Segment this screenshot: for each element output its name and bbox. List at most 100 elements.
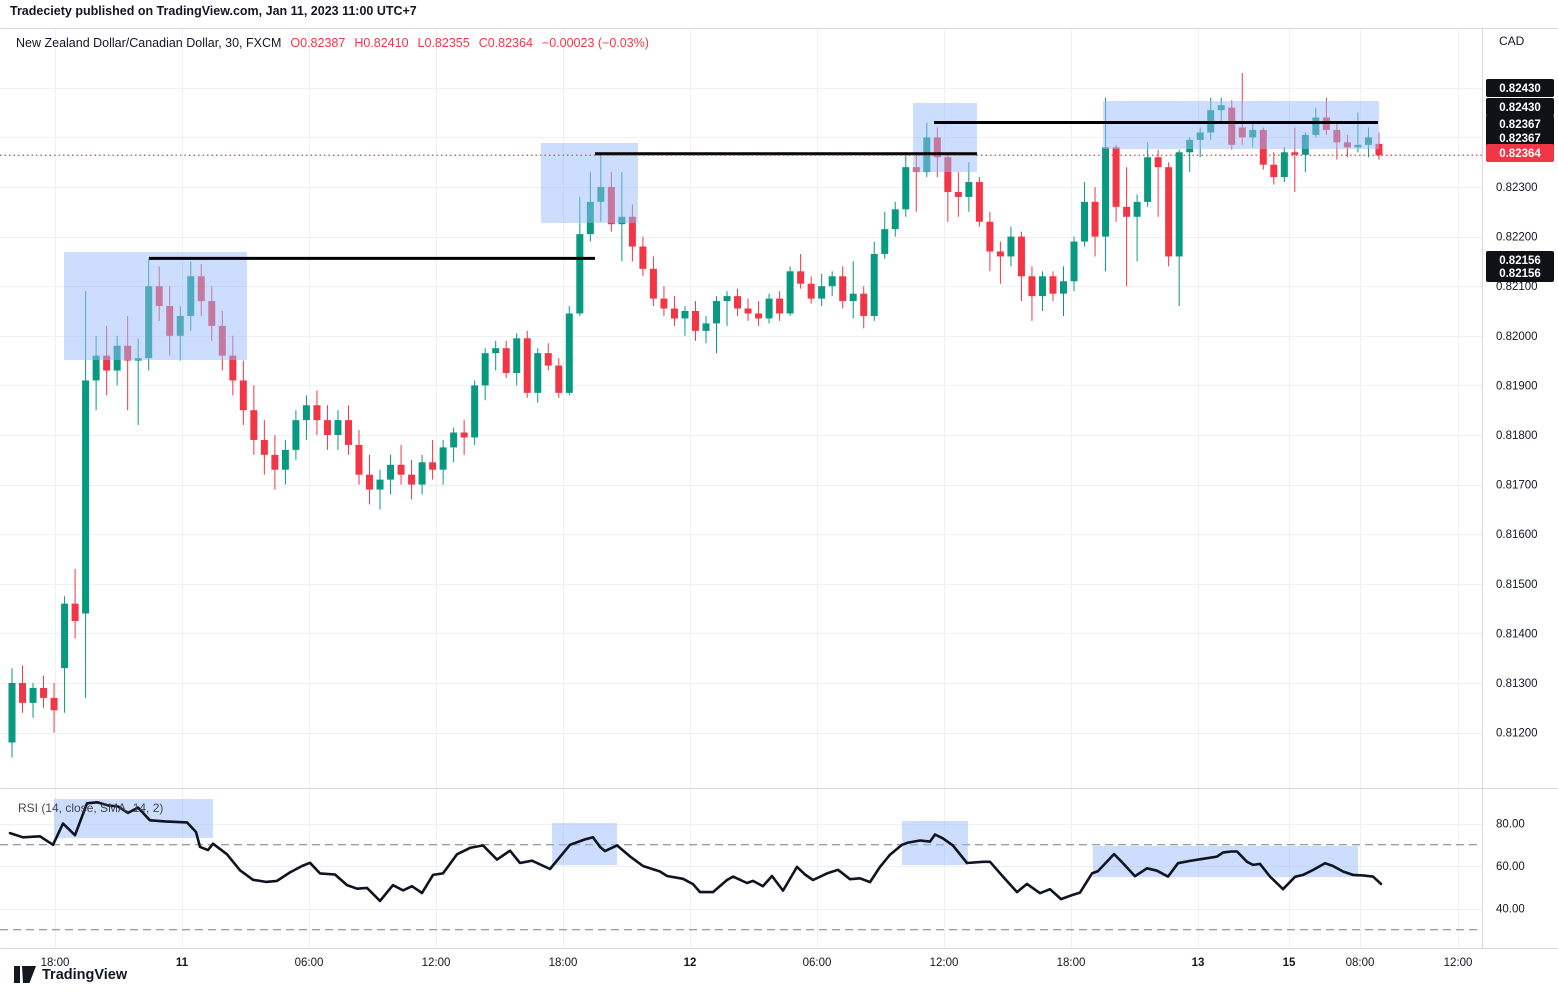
candle-body-down [366,474,374,490]
axis-currency-label: CAD [1499,34,1525,48]
candle-body-down [460,432,468,438]
candle-body-up [387,464,395,480]
candle-body-down [544,353,552,366]
candle-body-down [260,439,268,455]
candle-body-down [40,687,48,698]
candle-body-up [1081,201,1089,242]
time-axis-day-label: 12 [684,957,697,969]
price-axis[interactable]: CAD 0.82300 0.82200 0.82100 0.82000 0.81900 0.… [1486,34,1554,916]
candle-body-up [849,293,857,302]
ohlc-change: −0.00023 (−0.03%) [541,36,649,50]
symbol-title[interactable]: New Zealand Dollar/Canadian Dollar, 30, … [16,36,282,50]
supply-demand-box [1103,101,1379,149]
ohlc-open: O0.82387 [290,36,346,50]
candle-body-down [944,157,952,192]
candle-body-up [1133,201,1141,217]
candle-body-down [71,603,79,621]
candle-body-up [513,338,521,373]
time-axis-label: 12:00 [1444,957,1473,969]
candle-body-down [639,246,647,269]
time-axis-label: 18:00 [1057,957,1086,969]
time-axis-day-label: 11 [176,957,189,969]
candle-body-up [713,301,721,324]
price-level-badge [1486,129,1554,147]
tradingview-logo-text: TradingView [42,966,128,983]
price-level-badge [1486,115,1554,133]
candle-body-up [1038,276,1046,297]
price-tick-label: 0.81900 [1496,380,1538,392]
candle-body-up [481,353,489,386]
candle-body-down [660,298,668,309]
ohlc-close: C0.82364 [478,36,533,50]
price-tick-label: 0.82300 [1496,182,1538,194]
time-axis[interactable]: 18:00 11 06:00 12:00 18:00 12 06:00 12:00 18:00 1… [41,957,1473,969]
candle-body-down [986,221,994,252]
symbol-legend: New Zealand Dollar/Canadian Dollar, 30, … [16,36,649,50]
candle-body-down [555,365,563,393]
price-badge-text: 0.82156 [1499,268,1541,280]
candle-body-up [376,479,384,490]
candle-body-down [1112,147,1120,207]
candle-body-up [965,182,973,197]
candle-body-down [975,182,983,222]
candle-body-down [1091,201,1099,237]
candle-body-down [429,462,437,470]
candle-body-up [828,276,836,287]
price-tick-label: 0.81200 [1496,728,1538,740]
candle-body-down [744,308,752,314]
candle-body-down [355,444,363,475]
price-badge-text: 0.82367 [1499,119,1541,131]
candle-body-down [397,464,405,475]
candle-body-down [19,683,27,703]
candle-body-down [1123,206,1131,217]
candle-body-up [534,353,542,393]
price-badge-text: 0.82430 [1499,83,1541,95]
candle-body-down [954,191,962,197]
time-axis-label: 12:00 [930,957,959,969]
supply-demand-box [541,143,638,223]
time-axis-label: 06:00 [803,957,832,969]
candle-body-up [302,405,310,421]
rsi-indicator-legend[interactable]: RSI (14, close, SMA, 14, 2) [18,801,164,815]
rsi-tick-label: 60.00 [1496,861,1525,873]
candle-body-down [860,293,868,316]
candle-body-up [281,449,289,470]
candle-body-up [1102,147,1110,237]
candle-body-down [1049,276,1057,294]
candle-body-up [471,385,479,438]
candle-body-up [1175,152,1183,257]
candle-body-down [229,355,237,381]
candle-body-down [839,276,847,302]
highlight-boxes [54,101,1379,877]
price-badge-text: 0.82430 [1499,102,1541,114]
time-axis-label: 18:00 [549,957,578,969]
candle-body-down [344,420,352,445]
candle-body-up [292,420,300,450]
time-axis-day-label: 15 [1283,957,1296,969]
candle-body-down [502,348,510,373]
candle-body-down [1291,152,1299,155]
candle-body-down [807,283,815,299]
price-level-badge [1486,98,1554,116]
time-axis-label: 12:00 [422,957,451,969]
candle-body-up [418,462,426,485]
price-tick-label: 0.81300 [1496,678,1538,690]
price-tick-label: 0.81400 [1496,628,1538,640]
candle-body-up [902,167,910,210]
last-price-badge [1486,144,1554,162]
price-badge-text: 0.82364 [1499,148,1541,160]
candle-body-down [628,216,636,247]
candle-body-down [1154,157,1162,168]
price-level-badge [1486,79,1554,97]
candle-body-down [670,308,678,319]
candle-body-up [1070,241,1078,282]
tradingview-logo[interactable]: TradingView [14,966,127,983]
price-tick-label: 0.81500 [1496,579,1538,591]
price-tick-label: 0.82100 [1496,281,1538,293]
candle-body-up [1060,281,1067,294]
candle-body-down [103,355,111,371]
ohlc-high: H0.82410 [354,36,409,50]
